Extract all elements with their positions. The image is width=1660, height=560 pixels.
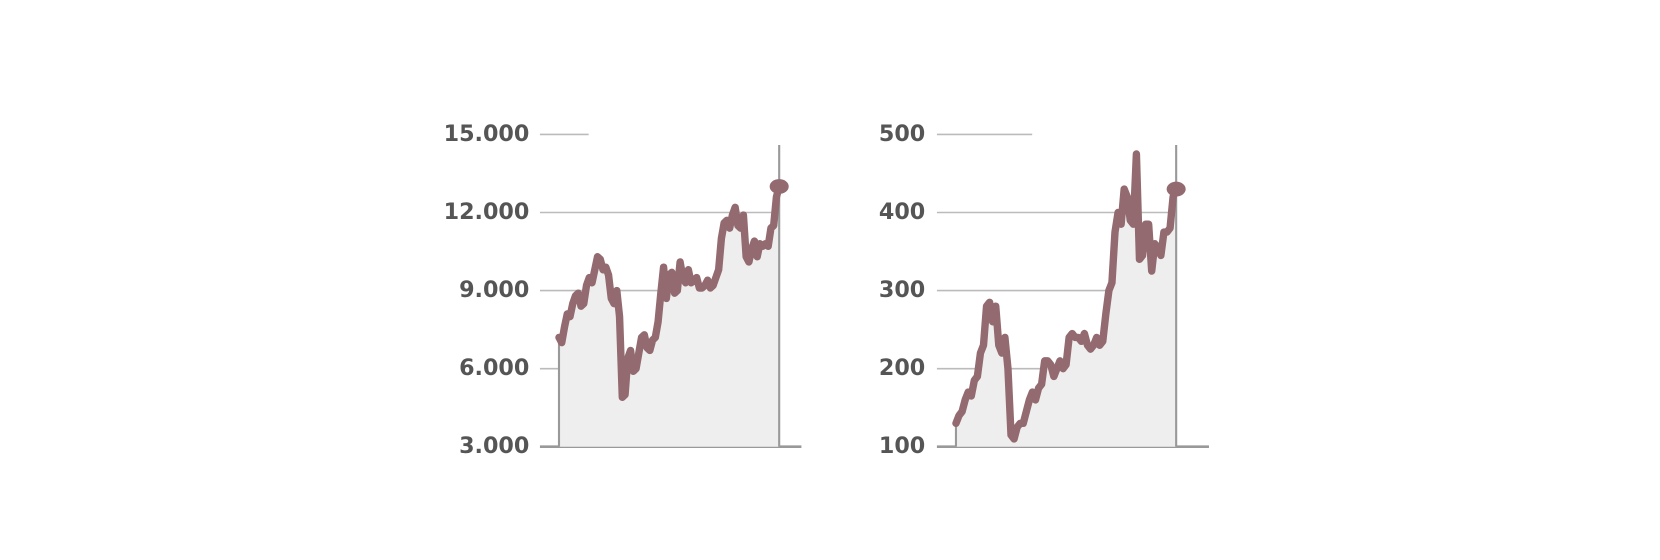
area bbox=[558, 186, 780, 447]
end-dot bbox=[1166, 181, 1186, 197]
y-tick-label: 3.000 bbox=[459, 433, 529, 459]
line bbox=[555, 182, 783, 401]
y-tick-label: 15.000 bbox=[444, 121, 530, 147]
y-tick-label: 300 bbox=[879, 277, 925, 303]
y-tick-label: 400 bbox=[879, 199, 925, 225]
y-tick-label: 6.000 bbox=[459, 355, 529, 381]
y-tick-label: 100 bbox=[879, 433, 925, 459]
y-tick-label: 200 bbox=[879, 355, 925, 381]
line bbox=[952, 150, 1180, 443]
end-dot bbox=[769, 179, 789, 194]
y-tick-label: 9.000 bbox=[459, 277, 529, 303]
y-tick-label: 500 bbox=[879, 121, 925, 147]
y-tick-label: 12.000 bbox=[444, 199, 530, 225]
